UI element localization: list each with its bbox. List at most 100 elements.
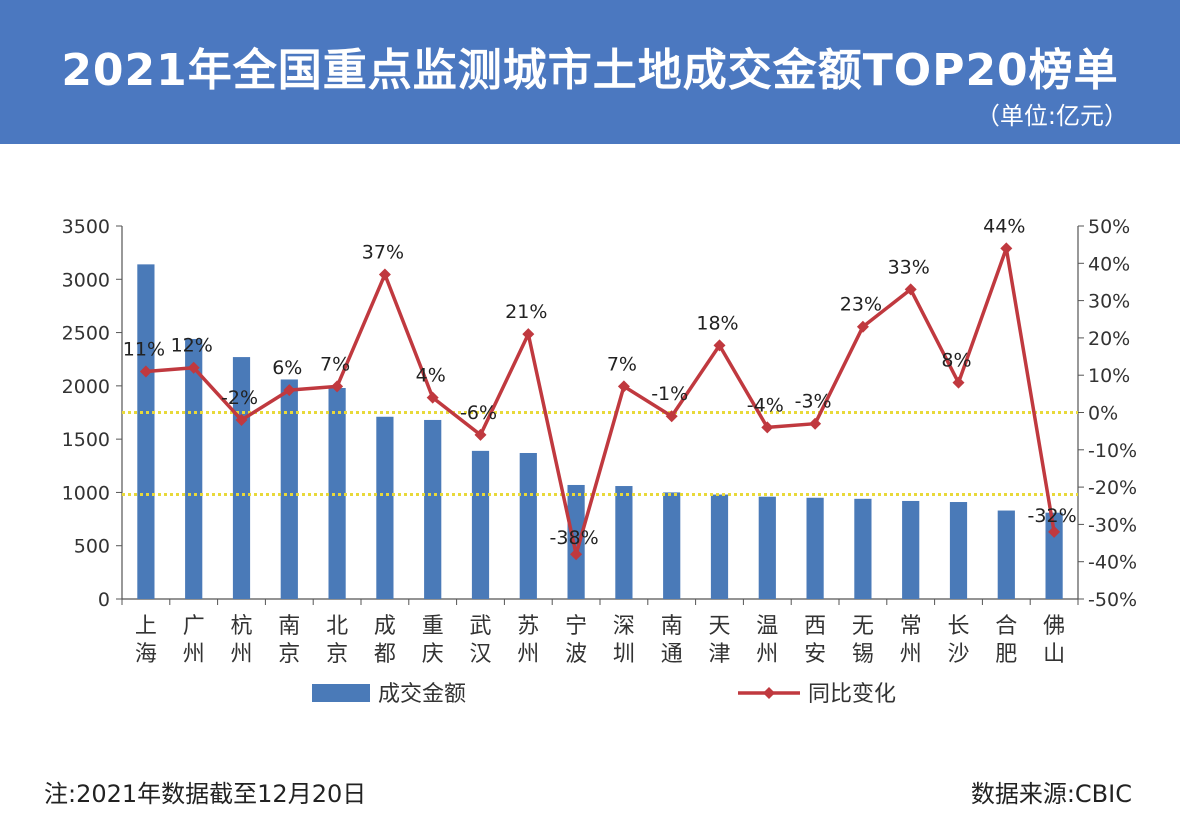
category-label-top: 成 bbox=[374, 614, 396, 639]
bar bbox=[854, 498, 872, 599]
right-tick-label: 30% bbox=[1088, 291, 1130, 313]
category-label-top: 长 bbox=[947, 614, 969, 639]
category-label-bottom: 州 bbox=[900, 642, 922, 667]
category-label-bottom: 山 bbox=[1043, 642, 1065, 667]
yoy-data-label: -4% bbox=[747, 394, 784, 416]
left-tick-label: 1000 bbox=[62, 482, 110, 504]
yoy-point bbox=[139, 365, 152, 378]
yoy-point bbox=[426, 391, 439, 404]
yoy-data-label: 23% bbox=[840, 294, 882, 316]
category-label-top: 广 bbox=[183, 614, 205, 639]
bar bbox=[519, 452, 537, 599]
right-tick-label: 10% bbox=[1088, 365, 1130, 387]
page-title: 2021年全国重点监测城市土地成交金额TOP20榜单 bbox=[61, 45, 1119, 96]
bar bbox=[567, 484, 585, 599]
yoy-point bbox=[378, 268, 391, 281]
bar bbox=[806, 497, 824, 599]
category-label-bottom: 锡 bbox=[852, 642, 874, 667]
right-tick-label: -30% bbox=[1088, 514, 1137, 536]
bar bbox=[710, 494, 729, 599]
yoy-point bbox=[713, 339, 726, 352]
yoy-data-label: 11% bbox=[123, 338, 165, 360]
right-tick-label: 20% bbox=[1088, 328, 1130, 350]
category-label-bottom: 州 bbox=[517, 642, 539, 667]
category-label-top: 武 bbox=[469, 614, 491, 639]
yoy-data-label: 7% bbox=[320, 353, 350, 375]
yoy-data-label: 44% bbox=[983, 215, 1025, 237]
yoy-point bbox=[1000, 242, 1013, 255]
category-label-bottom: 京 bbox=[326, 642, 348, 667]
bar bbox=[663, 492, 681, 599]
category-label-bottom: 京 bbox=[278, 642, 300, 667]
category-label-top: 佛 bbox=[1043, 614, 1065, 639]
category-label-bottom: 州 bbox=[230, 642, 252, 667]
bar bbox=[328, 387, 346, 599]
yoy-point bbox=[952, 376, 965, 389]
legend-line-marker bbox=[763, 687, 775, 699]
yoy-point bbox=[617, 380, 630, 393]
yoy-point bbox=[283, 384, 296, 397]
bar bbox=[424, 419, 442, 599]
left-tick-label: 500 bbox=[74, 536, 110, 558]
yoy-point bbox=[1048, 525, 1061, 538]
yoy-data-label: 21% bbox=[505, 301, 547, 323]
category-label-bottom: 安 bbox=[804, 642, 826, 667]
yoy-data-label: 33% bbox=[888, 256, 930, 278]
bar bbox=[902, 500, 920, 599]
right-tick-label: -10% bbox=[1088, 440, 1137, 462]
unit-label: （单位:亿元） bbox=[975, 102, 1128, 130]
category-label-bottom: 汉 bbox=[469, 642, 491, 667]
left-tick-label: 2500 bbox=[62, 323, 110, 345]
bar bbox=[471, 450, 490, 599]
bar bbox=[758, 496, 776, 599]
yoy-point bbox=[474, 428, 487, 441]
category-label-bottom: 庆 bbox=[422, 642, 444, 667]
yoy-data-label: 12% bbox=[171, 335, 213, 357]
category-label-top: 南 bbox=[278, 614, 300, 639]
right-tick-label: -50% bbox=[1088, 589, 1137, 611]
yoy-data-label: -3% bbox=[795, 391, 832, 413]
yoy-point bbox=[187, 361, 200, 374]
bar bbox=[185, 338, 203, 599]
yoy-point bbox=[809, 417, 822, 430]
right-tick-label: 0% bbox=[1088, 403, 1118, 425]
bar bbox=[615, 486, 633, 599]
category-label-top: 南 bbox=[661, 614, 683, 639]
category-label-bottom: 海 bbox=[135, 642, 157, 667]
yoy-data-label: 37% bbox=[362, 241, 404, 263]
left-tick-label: 3000 bbox=[62, 269, 110, 291]
category-label-bottom: 州 bbox=[756, 642, 778, 667]
category-label-top: 苏 bbox=[517, 614, 539, 639]
category-label-top: 无 bbox=[852, 614, 874, 639]
category-label-top: 温 bbox=[756, 614, 778, 639]
yoy-data-label: -2% bbox=[221, 387, 258, 409]
right-tick-label: -40% bbox=[1088, 552, 1137, 574]
category-label-top: 北 bbox=[326, 614, 348, 639]
bar bbox=[997, 510, 1015, 599]
yoy-point bbox=[904, 283, 917, 296]
category-label-top: 合 bbox=[995, 614, 1017, 639]
category-label-bottom: 肥 bbox=[995, 642, 1017, 667]
legend-bar-swatch bbox=[312, 684, 370, 702]
title-banner bbox=[0, 0, 1180, 144]
yoy-data-label: 6% bbox=[272, 357, 302, 379]
yoy-point bbox=[665, 410, 678, 423]
category-label-top: 上 bbox=[135, 614, 157, 639]
category-label-bottom: 通 bbox=[661, 642, 683, 667]
yoy-data-label: 18% bbox=[696, 312, 738, 334]
category-label-top: 重 bbox=[422, 614, 444, 639]
yoy-data-label: 8% bbox=[941, 350, 971, 372]
left-tick-label: 1500 bbox=[62, 429, 110, 451]
legend-line-label: 同比变化 bbox=[808, 682, 896, 707]
yoy-point bbox=[235, 413, 248, 426]
yoy-point bbox=[856, 320, 869, 333]
category-label-top: 深 bbox=[613, 614, 635, 639]
left-tick-label: 3500 bbox=[62, 216, 110, 238]
category-label-bottom: 圳 bbox=[613, 642, 635, 667]
bar bbox=[1045, 512, 1063, 599]
left-tick-label: 0 bbox=[98, 589, 110, 611]
category-label-bottom: 津 bbox=[708, 642, 730, 667]
right-tick-label: 50% bbox=[1088, 216, 1130, 238]
right-tick-label: 40% bbox=[1088, 253, 1130, 275]
category-label-top: 西 bbox=[804, 614, 826, 639]
